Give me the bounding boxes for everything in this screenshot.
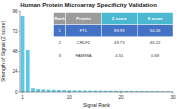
x-tick-label: 20	[119, 95, 125, 100]
x-axis	[20, 92, 173, 93]
table-cell: FAM98A	[75, 53, 91, 58]
table-cell: 1	[58, 28, 61, 33]
table-cell-bg	[54, 25, 66, 37]
y-label: Strength of Signal (Z score)	[0, 21, 6, 82]
bars	[21, 16, 173, 92]
y-tick	[19, 92, 21, 93]
y-tick-label: 72	[12, 29, 18, 34]
x-tick-label: 10	[67, 95, 73, 100]
table-cell: FTL	[80, 28, 88, 33]
table-cell: 45.22	[150, 40, 161, 45]
bar	[52, 90, 56, 92]
table: Rank Protein Z score S score 1 FTL 89.99 50.26 2…	[54, 13, 173, 62]
table-header: Rank	[55, 16, 66, 21]
table-cell-bg	[137, 49, 173, 61]
table-header: Z score	[112, 16, 128, 21]
table-cell-bg	[54, 37, 66, 49]
bar	[36, 89, 40, 92]
x-label: Signal Rank	[83, 102, 110, 108]
y-tick-label: 96	[12, 9, 18, 14]
x-tick	[121, 92, 122, 94]
table-cell-bg	[54, 49, 66, 61]
bar	[31, 88, 35, 92]
x-tick	[69, 92, 70, 94]
bar	[42, 89, 46, 92]
table-cell: 4.51	[115, 53, 124, 58]
table-cell-bg	[101, 37, 137, 49]
table-header-cell	[101, 13, 137, 25]
bar	[57, 90, 61, 92]
chart: Human Protein Microarray Specificity Val…	[0, 0, 177, 109]
table-header: Protein	[76, 16, 91, 21]
table-cell-bg	[137, 25, 173, 37]
title: Human Protein Microarray Specificity Val…	[20, 2, 157, 8]
table-cell-bg	[66, 49, 102, 61]
y-tick	[19, 71, 21, 72]
table-cell: 50.26	[150, 28, 161, 33]
bar	[47, 90, 51, 92]
x-tick-label: 30	[170, 95, 176, 100]
table-cell: CRLF2	[77, 40, 91, 45]
table-cell-bg	[66, 25, 102, 37]
bar	[21, 16, 25, 92]
table-header-cell	[66, 13, 102, 25]
table-cell: 3	[58, 53, 61, 58]
x-tick-label: 1	[21, 95, 24, 100]
table-cell: 2	[58, 40, 61, 45]
table-header-cell	[137, 13, 173, 25]
table-cell-bg	[137, 37, 173, 49]
table-cell-bg	[101, 49, 137, 61]
y-tick	[19, 11, 21, 12]
y-tick-label: 0	[15, 90, 18, 95]
x-tick	[22, 92, 23, 94]
y-tick	[19, 31, 21, 32]
y-tick-label: 48	[12, 49, 18, 54]
x-tick	[173, 92, 174, 94]
y-axis	[20, 11, 21, 92]
bar	[26, 50, 30, 92]
table-header: S score	[148, 16, 164, 21]
table-cell-bg	[101, 25, 137, 37]
table-header-cell	[54, 13, 66, 25]
y-tick-label: 24	[12, 69, 18, 74]
table-cell: 0.69	[151, 53, 160, 58]
table-cell-bg	[66, 37, 102, 49]
table-cell: 89.99	[114, 28, 125, 33]
y-tick	[19, 51, 21, 52]
table-cell: 49.73	[114, 40, 125, 45]
